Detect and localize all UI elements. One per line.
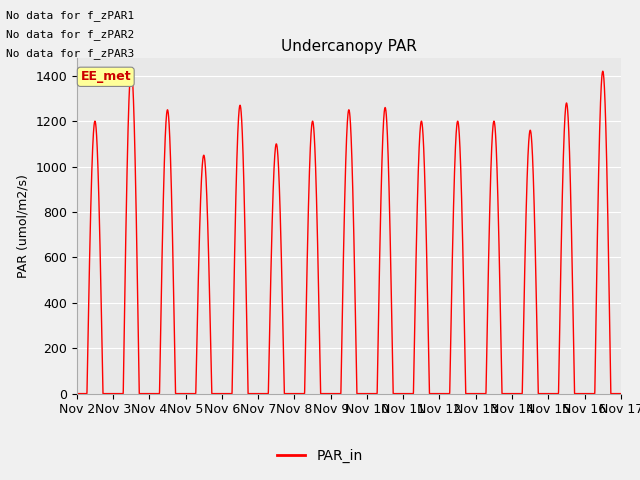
Text: No data for f_zPAR2: No data for f_zPAR2 — [6, 29, 134, 40]
Y-axis label: PAR (umol/m2/s): PAR (umol/m2/s) — [17, 174, 29, 277]
Title: Undercanopy PAR: Undercanopy PAR — [281, 39, 417, 54]
Text: EE_met: EE_met — [81, 70, 131, 84]
Text: No data for f_zPAR1: No data for f_zPAR1 — [6, 10, 134, 21]
Text: No data for f_zPAR3: No data for f_zPAR3 — [6, 48, 134, 59]
Legend: PAR_in: PAR_in — [272, 443, 368, 468]
